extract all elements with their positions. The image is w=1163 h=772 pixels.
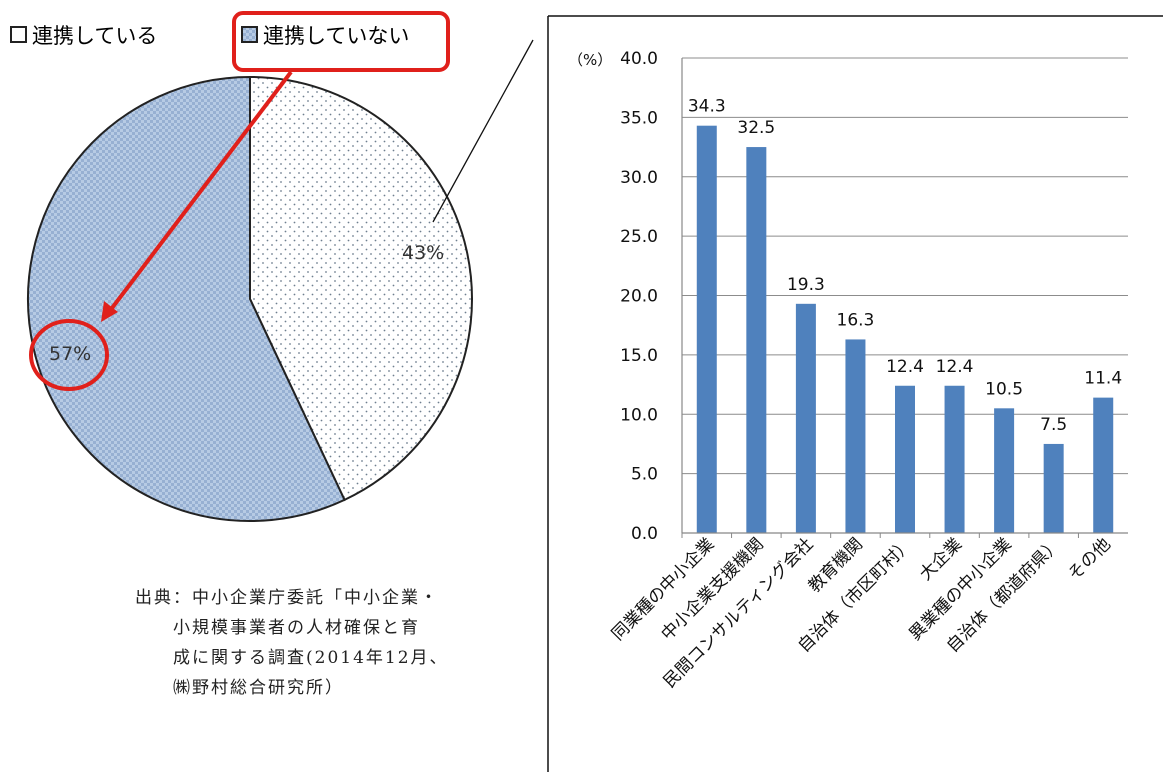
y-tick-label: 20.0 (620, 287, 658, 307)
y-tick-label: 10.0 (620, 405, 658, 425)
y-axis-ticks: 0.0 5.0 10.0 15.0 20.0 25.0 30.0 35.0 40.0 (620, 49, 658, 544)
bar (994, 408, 1015, 533)
bar (795, 303, 816, 533)
y-tick-label: 0.0 (631, 524, 658, 544)
legend-label-not-linked: 連携していない (263, 24, 409, 48)
highlight-arrow-line (107, 70, 293, 314)
bar-value-label: 19.3 (787, 275, 825, 295)
bar-chart: （%） 0.0 5.0 10.0 15.0 20.0 25.0 30.0 35.0 40.0 3… (568, 49, 1128, 692)
category-label: その他 (1065, 534, 1115, 584)
source-line-4: ㈱野村総合研究所） (173, 678, 344, 698)
y-tick-label: 15.0 (620, 346, 658, 366)
y-tick-label: 5.0 (631, 465, 658, 485)
bar (944, 385, 965, 533)
bar-chart-panel-frame (547, 15, 1163, 772)
y-axis-unit: （%） (568, 51, 612, 69)
pie-slice-linked (249, 75, 473, 502)
bar (895, 385, 915, 533)
connector-line (432, 39, 534, 223)
legend-highlight-box (232, 11, 450, 72)
source-note: 出典：中小企業庁委託「中小企業・ 小規模事業者の人材確保と育 成に関する調査(2… (135, 583, 515, 703)
y-tick-label: 35.0 (620, 108, 658, 128)
pie-legend: 連携している 連携していない (10, 24, 409, 48)
pie-label-linked: 43% (402, 242, 444, 264)
source-line-1: 出典：中小企業庁委託「中小企業・ (135, 588, 439, 608)
bar (746, 147, 767, 533)
bar (845, 339, 866, 533)
pie-chart: 43% 57% (27, 75, 473, 522)
value-labels: 34.3 32.5 19.3 16.3 12.4 12.4 10.5 7.5 11.4 (688, 97, 1122, 435)
bar-value-label: 12.4 (936, 357, 974, 377)
bar-value-label: 12.4 (886, 357, 924, 377)
y-tick-label: 40.0 (620, 49, 658, 69)
legend-swatch-linked (10, 26, 27, 43)
source-line-3: 成に関する調査(2014年12月、 (173, 648, 449, 668)
pie-label-not-linked: 57% (49, 343, 91, 365)
highlight-circle (29, 319, 109, 391)
bar (696, 125, 717, 533)
bars (696, 125, 1114, 533)
legend-label-linked: 連携している (32, 24, 157, 48)
legend-swatch-not-linked (241, 26, 258, 43)
bar-value-label: 34.3 (688, 97, 726, 117)
bar-value-label: 16.3 (837, 310, 875, 330)
y-tick-label: 25.0 (620, 227, 658, 247)
bar-value-label: 10.5 (985, 379, 1023, 399)
category-labels: 同業種の中小企業中小企業支援機関民間コンサルティング会社教育機関自治体（市区町村… (608, 533, 1115, 692)
bar-value-label: 11.4 (1084, 369, 1122, 389)
source-line-2: 小規模事業者の人材確保と育 (173, 618, 420, 638)
bar (1093, 397, 1114, 533)
bar (1043, 443, 1064, 533)
y-tick-label: 30.0 (620, 168, 658, 188)
bar-value-label: 7.5 (1040, 415, 1067, 435)
bar-value-label: 32.5 (737, 118, 775, 138)
highlight-arrow-head (101, 301, 118, 322)
